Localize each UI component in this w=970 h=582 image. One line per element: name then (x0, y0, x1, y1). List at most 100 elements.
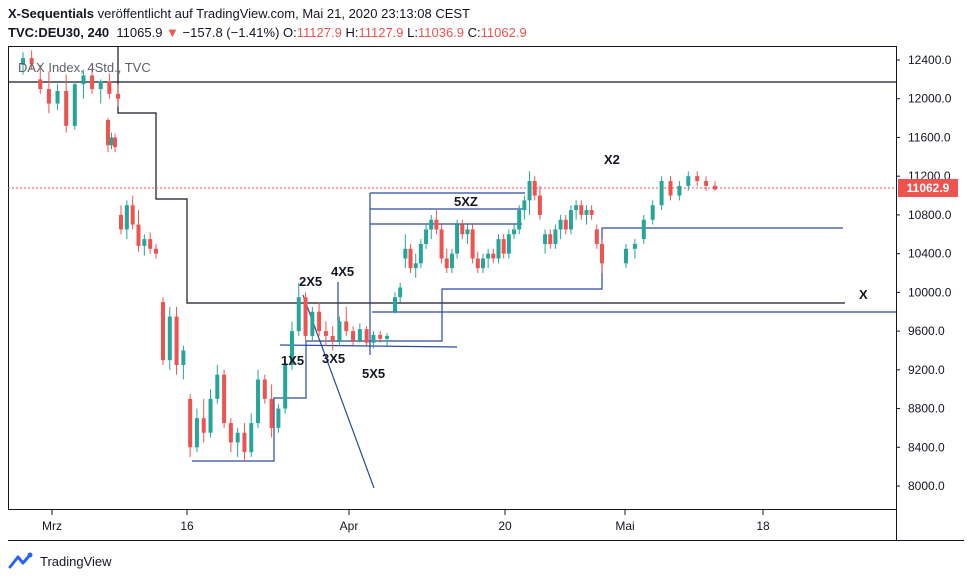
candle-body (594, 229, 599, 244)
low-value: 11036.9 (417, 25, 465, 40)
candle-body (624, 248, 628, 264)
candle-body (276, 408, 281, 428)
candle-body (527, 181, 532, 201)
candle-body (517, 210, 522, 230)
diagonal-line (302, 294, 375, 489)
candle-body (398, 287, 403, 298)
candle-body (201, 418, 206, 433)
candle-body (563, 219, 568, 230)
candle-body (378, 334, 383, 339)
candle-body (393, 297, 397, 312)
candle-body (323, 331, 328, 336)
annotation-2x5: 2X5 (299, 274, 322, 289)
candle-body (357, 329, 362, 341)
candle-body (310, 311, 315, 336)
candle-body (167, 316, 172, 361)
candle-body (215, 374, 220, 399)
candle-body (46, 89, 51, 104)
candle-body (296, 297, 301, 332)
tradingview-brand[interactable]: TradingView (8, 552, 112, 570)
candle-body (385, 335, 389, 339)
candle-body (344, 321, 349, 332)
candle-body (470, 229, 475, 259)
y-tick-label: 12000.0 (908, 92, 952, 106)
last-price-tag-text: 11062.9 (907, 181, 950, 195)
y-tick-label: 9600.0 (908, 324, 945, 338)
candle-body (38, 79, 43, 90)
symbol-label: TVC:DEU30, 240 (8, 25, 110, 40)
candle-body (449, 253, 454, 269)
candle-body (465, 229, 470, 235)
candle-body (303, 297, 308, 336)
candle-body (686, 176, 691, 186)
candle-body (330, 335, 335, 341)
candle-body (55, 90, 60, 104)
chart-legend: DAX Index, 4Std., TVC (18, 60, 151, 75)
candle-body (480, 258, 485, 269)
candle-body (668, 181, 673, 196)
candle-body (188, 398, 193, 448)
flat-line (279, 344, 458, 348)
candle-body (568, 210, 573, 230)
candle-body (371, 334, 376, 343)
candle-body (262, 379, 267, 399)
candle-body (650, 205, 655, 220)
candle-body (659, 181, 664, 206)
tradingview-logo-icon (8, 552, 33, 569)
tradingview-wordmark: TradingView (40, 553, 112, 569)
candle-body (98, 81, 103, 90)
y-tick-label: 8000.0 (908, 479, 945, 493)
candle-body (107, 81, 112, 94)
candle-body (136, 224, 141, 246)
x-tick-label: Mrz (42, 519, 62, 533)
candle-body (21, 58, 25, 65)
candle-body (632, 243, 637, 249)
candle-body (364, 329, 369, 343)
high-label: H: (345, 25, 359, 40)
candle-body (249, 423, 254, 453)
plot-frame (8, 46, 897, 510)
candle-body (283, 364, 288, 409)
candle-body (116, 93, 120, 99)
annotation-3x5: 3X5 (322, 351, 345, 366)
candle-body (501, 239, 506, 254)
x-tick-label: 20 (498, 519, 512, 533)
candle-body (532, 181, 537, 196)
candle-body (29, 58, 34, 64)
annotation-5x5: 5X5 (362, 366, 385, 381)
close-label: C: (467, 25, 481, 40)
chart-title: X-Sequentials veröffentlicht auf Trading… (8, 6, 470, 21)
annotation-5xz: 5XZ (454, 194, 478, 209)
annotation-x2: X2 (604, 152, 620, 167)
price-chart[interactable]: 12400.012000.011600.011200.010800.010400… (0, 0, 970, 550)
annotation-x: X (859, 287, 868, 302)
x-tick-label: 18 (756, 519, 770, 533)
candle-body (142, 239, 147, 246)
x-tick-label: Apr (340, 519, 359, 533)
candle-body (553, 229, 558, 244)
annotation-1x5: 1X5 (281, 353, 304, 368)
candle-body (641, 219, 646, 240)
candle-body (543, 234, 548, 244)
candle-body (486, 253, 491, 259)
candle-body (222, 374, 227, 424)
candle-body (124, 205, 129, 230)
open-label: O: (283, 25, 297, 40)
y-tick-label: 10400.0 (908, 247, 952, 261)
candle-body (429, 219, 434, 230)
candle-body (109, 137, 114, 146)
candle-body (174, 316, 179, 365)
candle-body (81, 75, 86, 85)
candle-body (408, 248, 413, 269)
stair-line (117, 46, 845, 304)
candle-body (704, 181, 709, 186)
candle-body (208, 398, 213, 433)
candle-body (496, 239, 501, 259)
candle-body (351, 331, 356, 341)
down-arrow-icon: ▼ (166, 25, 179, 40)
published-text: veröffentlicht auf TradingView.com, Mai … (97, 6, 470, 21)
candle-body (90, 75, 95, 90)
candle-body (130, 205, 135, 225)
y-tick-label: 8800.0 (908, 402, 945, 416)
candle-body (713, 185, 717, 190)
